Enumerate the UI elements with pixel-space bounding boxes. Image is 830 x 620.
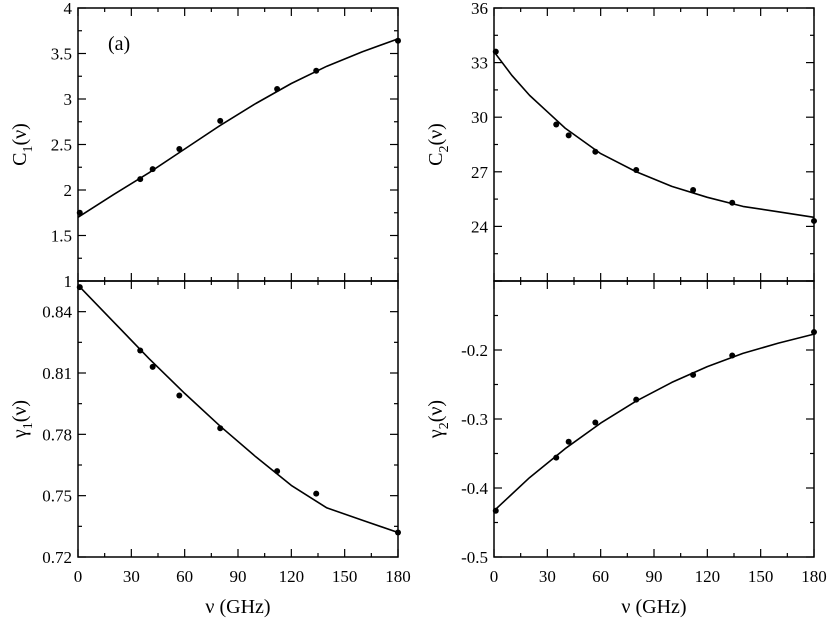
data-point-gamma1 [176,392,183,399]
data-point-C1 [149,166,156,173]
y-tick-label: 4 [64,0,73,18]
plot-frame [493,7,815,282]
panel-tag: (a) [108,33,130,55]
y-tick-label: 3 [64,90,73,109]
data-point-gamma1 [274,468,281,475]
panel-C2: 24 27 30 33 36 C2(ν) [425,0,817,282]
y-axis-label: C2(ν) [425,123,452,166]
y-tick-label: 3.5 [51,45,72,64]
fit-curve-C1 [77,38,399,218]
panel-gamma1: 0 30 60 90 120 150 180 0.72 0.75 0.78 0.81 0.84 γ1(ν… [9,280,411,586]
data-point-C2 [592,148,599,155]
x-axis-label-right: ν (GHz) [621,596,686,618]
x-tick-label: 180 [801,567,827,586]
plot-frame [493,280,815,558]
x-tick-label: 90 [230,567,247,586]
y-axis-label-sub: 2 [437,146,452,153]
x-tick-label: 60 [592,567,609,586]
data-point-C1 [395,37,401,44]
y-axis-label-main: γ [9,429,31,439]
y-axis-label-tail: (ν) [425,123,447,145]
data-point-C2 [729,199,736,206]
x-tick-label: 150 [332,567,358,586]
data-point-C1 [176,146,183,153]
data-point-gamma1 [217,425,224,432]
x-tick-label: 120 [279,567,305,586]
data-point-C2 [633,166,640,173]
y-tick-label: 33 [471,54,488,73]
y-tick-label: 0.72 [42,548,72,567]
y-tick-label: 36 [471,0,488,18]
data-point-gamma1 [137,347,144,354]
y-axis-label: C1(ν) [9,123,36,166]
y-tick-label: 2 [64,181,73,200]
y-axis-label-main: γ [425,429,447,439]
data-point-gamma1 [395,529,401,536]
y-axis-label-sub: 2 [437,422,452,429]
data-point-C2 [553,121,560,128]
x-tick-label: 150 [748,567,774,586]
x-tick-label: 90 [646,567,663,586]
data-point-gamma2 [729,352,736,359]
data-point-gamma2 [690,371,697,378]
y-axis-label-main: C [9,153,31,166]
data-point-gamma1 [76,284,83,291]
data-point-gamma2 [553,454,560,461]
y-axis-label: γ2(ν) [425,400,452,439]
y-axis-label-tail: (ν) [9,123,31,145]
x-tick-label: 180 [385,567,411,586]
data-point-gamma2 [811,329,817,336]
data-point-gamma2 [592,419,599,426]
y-axis-label-sub: 1 [21,422,36,429]
panel-gamma2: 0 30 60 90 120 150 180 -0.5 -0.4 -0.3 -0.2 γ2(ν) [425,280,827,586]
y-axis-label: γ1(ν) [9,400,36,439]
fit-curve-gamma2 [493,333,815,512]
data-point-C1 [76,209,83,216]
y-axis-label-tail: (ν) [9,400,31,422]
x-tick-label: 30 [123,567,140,586]
y-axis-label-sub: 1 [21,146,36,153]
y-tick-label: 30 [471,108,488,127]
data-point-gamma1 [149,363,156,370]
x-tick-label: 0 [74,567,83,586]
data-point-C1 [217,117,224,124]
data-point-C1 [313,67,320,74]
data-point-C2 [492,48,499,55]
y-axis-label-main: C [425,153,447,166]
fit-curve-C2 [493,51,815,219]
y-axis-label-tail: (ν) [425,400,447,422]
x-tick-label: 120 [695,567,721,586]
data-point-C1 [274,85,281,92]
y-tick-label: 0.84 [42,303,72,322]
y-tick-label: 1.5 [51,227,72,246]
data-point-C2 [565,132,572,139]
data-point-C2 [690,187,697,193]
x-tick-label: 60 [176,567,193,586]
y-tick-label: 2.5 [51,136,72,155]
data-point-gamma2 [633,396,640,403]
x-tick-label: 0 [490,567,499,586]
y-tick-label: 0.78 [42,425,72,444]
y-tick-label: -0.4 [461,479,488,498]
data-point-C1 [137,176,144,183]
fit-curve-gamma1 [77,284,399,534]
y-tick-label: 0.75 [42,487,72,506]
y-tick-label: 24 [471,217,489,236]
data-point-gamma2 [565,438,572,445]
data-point-C2 [811,217,817,224]
y-tick-label: -0.3 [461,410,488,429]
y-tick-label: 0.81 [42,364,72,383]
y-tick-label: -0.5 [461,548,488,567]
y-tick-label: 27 [471,163,489,182]
y-tick-label: 1 [64,272,73,291]
data-point-gamma1 [313,490,320,497]
y-tick-label: -0.2 [461,341,488,360]
x-tick-label: 30 [539,567,556,586]
data-point-gamma2 [492,507,499,514]
x-axis-label-left: ν (GHz) [205,596,270,618]
